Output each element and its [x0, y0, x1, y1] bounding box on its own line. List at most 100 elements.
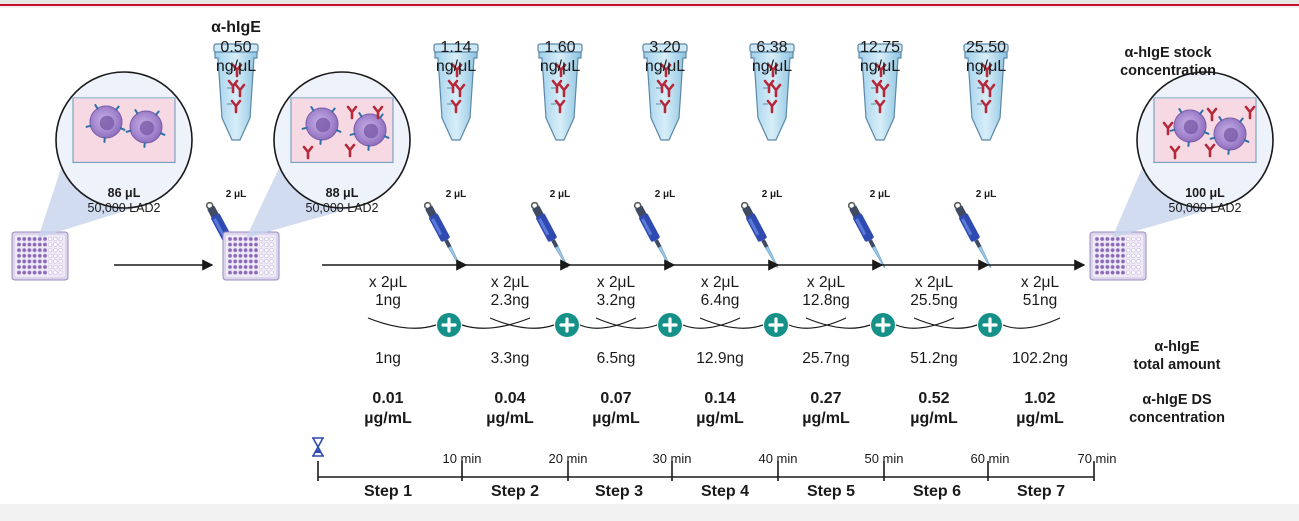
ige-receptor — [1243, 139, 1250, 143]
plate-well — [1126, 270, 1131, 275]
hourglass-icon — [312, 437, 324, 457]
plate-well — [243, 236, 248, 242]
stock-concentration-unit: ng/μL — [965, 58, 1007, 75]
plate-well — [259, 264, 264, 270]
step-label: Step 3 — [594, 483, 644, 500]
plate-well — [16, 270, 22, 275]
total-amount-value: 1ng — [375, 350, 401, 367]
plate-well — [1120, 259, 1126, 264]
plate-well — [1131, 259, 1136, 264]
ds-concentration-unit: µg/mL — [910, 410, 958, 427]
added-amount: 12.8ng — [802, 292, 850, 309]
added-amount: 3.2ng — [596, 292, 636, 309]
plus-sign — [768, 317, 784, 333]
plate-well — [1110, 242, 1115, 247]
plus-sign — [662, 317, 678, 333]
added-volume: x 2μL — [368, 274, 408, 291]
stock-concentration-value: 12.75 — [859, 39, 901, 56]
plate-well — [1094, 253, 1100, 258]
plate-well — [1110, 264, 1115, 270]
plate-well — [53, 264, 58, 270]
total-amount-value: 102.2ng — [1011, 350, 1069, 367]
stock-concentration-value: 25.50 — [965, 39, 1007, 56]
pipette-icon — [421, 199, 466, 271]
plate-well — [16, 248, 22, 253]
plate-well — [269, 264, 274, 270]
tube-volume-label: 2 μL — [976, 189, 997, 200]
time-label: 10 min — [442, 451, 482, 466]
plate-well — [1131, 236, 1136, 242]
well-volume: 100 μL — [1185, 186, 1225, 200]
plate-well — [253, 270, 259, 275]
plate-well — [1094, 259, 1100, 264]
well-volume: 88 μL — [325, 186, 359, 200]
plate-well — [227, 270, 233, 275]
plate-well — [32, 253, 37, 258]
plate-well — [48, 259, 53, 264]
plate-well — [248, 236, 253, 242]
plate-well — [233, 248, 238, 253]
plate-well — [22, 248, 27, 253]
plate-well — [264, 264, 269, 270]
ige-receptor — [94, 104, 99, 110]
plate-well — [42, 264, 48, 270]
stock-concentration-unit: ng/μL — [435, 58, 477, 75]
plus-sign — [875, 317, 891, 333]
plate-well — [1100, 264, 1105, 270]
ige-receptor — [1209, 136, 1216, 140]
pipette-icon — [738, 199, 783, 271]
merge-arc — [913, 317, 978, 329]
plate-well — [1115, 253, 1120, 258]
ds-concentration-value: 0.27 — [810, 390, 842, 407]
plate-well — [1126, 259, 1131, 264]
plate-well — [48, 236, 53, 242]
added-volume: x 2μL — [806, 274, 846, 291]
tube-volume-label: 2 μL — [870, 189, 891, 200]
ige-receptor — [125, 129, 132, 133]
plate-well — [1100, 259, 1105, 264]
well-cell-count: 50,000 LAD2 — [1168, 201, 1242, 215]
plate-well — [264, 242, 269, 247]
merge-arc — [682, 317, 741, 329]
plate-well — [58, 248, 63, 253]
plate-well — [37, 270, 42, 275]
tube-volume-label: 2 μL — [655, 189, 676, 200]
total-amount-label: α-hIgE total amount — [1133, 339, 1221, 373]
plate-well — [1136, 253, 1141, 258]
merge-arc — [461, 317, 531, 329]
plate-well — [37, 264, 42, 270]
added-amount: 2.3ng — [490, 292, 530, 309]
plate-well — [264, 253, 269, 258]
plus-sign — [982, 317, 998, 333]
ige-receptor — [85, 124, 92, 128]
plate-well — [269, 248, 274, 253]
plate-well — [22, 242, 27, 247]
ige-receptor — [301, 126, 308, 130]
ige-receptor — [331, 107, 336, 113]
merge-arc — [595, 317, 658, 329]
plate-well — [1100, 248, 1105, 253]
ige-receptor — [1169, 128, 1176, 132]
added-volume: x 2μL — [700, 274, 740, 291]
plate-well — [1131, 253, 1136, 258]
ds-concentration-value: 0.01 — [372, 390, 404, 407]
plate-well — [53, 242, 58, 247]
plate-well — [233, 264, 238, 270]
magnifier-cone — [38, 167, 141, 238]
plate-well — [1115, 236, 1120, 242]
plate-well — [1126, 236, 1131, 242]
plate-well — [42, 270, 48, 275]
plate-well — [16, 259, 22, 264]
plate-well — [22, 253, 27, 258]
plate-well — [48, 242, 53, 247]
cell-nucleus — [315, 117, 331, 133]
added-amount: 51ng — [1022, 292, 1058, 309]
plate-well — [1115, 248, 1120, 253]
plate-well — [53, 236, 58, 242]
well-volume: 86 μL — [107, 186, 141, 200]
merge-arc — [367, 317, 437, 329]
plate-well — [1120, 264, 1126, 270]
plate-well — [238, 270, 243, 275]
plate-well — [1115, 242, 1120, 247]
